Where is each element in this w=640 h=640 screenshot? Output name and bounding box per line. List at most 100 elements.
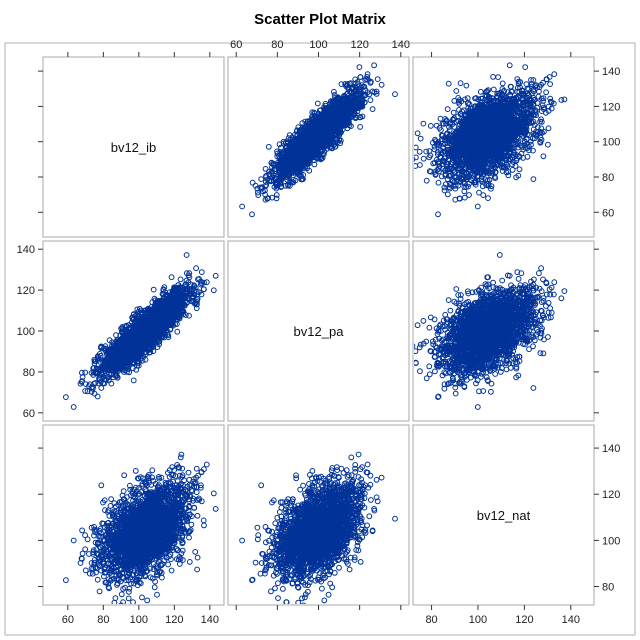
data-point	[532, 83, 539, 90]
data-point	[337, 107, 344, 113]
data-point	[474, 203, 481, 210]
data-point	[254, 189, 261, 196]
data-point	[508, 83, 514, 90]
data-point	[523, 136, 530, 143]
data-point	[463, 170, 470, 177]
data-point	[478, 176, 485, 183]
data-point	[518, 112, 524, 118]
data-point	[509, 119, 516, 126]
data-point	[506, 104, 513, 110]
data-point	[472, 107, 479, 114]
data-point	[457, 80, 464, 87]
data-point	[280, 140, 287, 147]
data-point	[428, 168, 434, 175]
data-point	[286, 159, 293, 166]
data-point	[442, 134, 449, 141]
data-point	[356, 64, 363, 70]
data-point	[456, 132, 463, 139]
data-point	[461, 180, 468, 187]
data-point	[324, 133, 331, 140]
data-point	[529, 107, 536, 114]
data-point	[480, 192, 487, 199]
data-point	[485, 117, 492, 124]
data-point	[445, 80, 452, 87]
panel-bv12_ib-vs-bv12_nat	[412, 56, 595, 238]
data-point	[456, 165, 462, 172]
data-point	[486, 106, 493, 113]
data-point	[265, 143, 272, 150]
data-point	[442, 181, 449, 188]
data-point	[336, 137, 343, 143]
data-point	[491, 110, 497, 117]
data-point	[498, 119, 505, 125]
data-point	[468, 164, 475, 171]
data-point	[456, 138, 463, 145]
variable-label-bv12_ib: bv12_ib	[111, 140, 157, 155]
data-point	[301, 161, 308, 168]
data-point	[538, 136, 545, 143]
data-point	[447, 136, 454, 142]
data-point	[460, 142, 467, 149]
data-point	[471, 118, 478, 125]
data-point	[458, 176, 465, 183]
data-point	[487, 133, 494, 139]
data-point	[487, 161, 494, 168]
data-point	[452, 151, 458, 157]
data-point	[280, 138, 287, 145]
panel-bv12_ib-vs-bv12_ib: bv12_ib	[42, 56, 225, 238]
data-point	[249, 211, 255, 218]
data-point	[287, 152, 293, 158]
data-point	[318, 155, 325, 162]
data-point	[490, 74, 497, 80]
data-point	[466, 192, 472, 198]
data-point	[530, 118, 537, 125]
data-point	[558, 97, 565, 103]
data-point	[444, 166, 451, 173]
data-point	[502, 148, 508, 155]
panel-bv12_ib-vs-bv12_pa	[227, 56, 410, 238]
data-point	[519, 124, 526, 131]
data-point	[318, 112, 325, 119]
data-point	[325, 140, 332, 146]
data-point	[499, 164, 505, 171]
data-point	[523, 128, 529, 135]
data-point	[513, 95, 520, 101]
data-point	[450, 109, 457, 116]
data-point	[305, 118, 312, 125]
data-point	[528, 114, 535, 120]
data-point	[477, 142, 484, 149]
data-point	[260, 188, 266, 195]
data-point	[490, 103, 497, 110]
data-point	[335, 102, 342, 109]
data-point	[317, 133, 324, 139]
data-point	[467, 109, 473, 116]
data-point	[294, 131, 301, 138]
data-point	[472, 179, 478, 186]
data-point	[462, 133, 469, 140]
data-point	[485, 98, 492, 104]
data-point	[356, 104, 363, 111]
data-point	[516, 166, 523, 173]
data-point	[266, 177, 273, 184]
data-point	[420, 120, 427, 127]
data-point	[286, 179, 293, 186]
data-point	[547, 81, 553, 87]
data-point	[258, 176, 265, 183]
data-point	[435, 211, 441, 218]
data-point	[487, 140, 494, 147]
data-point	[492, 143, 498, 150]
data-point	[438, 138, 445, 145]
data-point	[463, 153, 470, 159]
data-point	[373, 91, 380, 97]
data-point	[527, 102, 533, 109]
data-point	[357, 124, 364, 130]
data-point	[416, 148, 423, 155]
data-point	[486, 104, 493, 111]
data-point	[300, 149, 307, 156]
data-point	[302, 137, 309, 144]
data-point	[427, 123, 434, 129]
data-point	[269, 174, 275, 181]
data-point	[326, 106, 332, 113]
data-point	[446, 184, 453, 191]
